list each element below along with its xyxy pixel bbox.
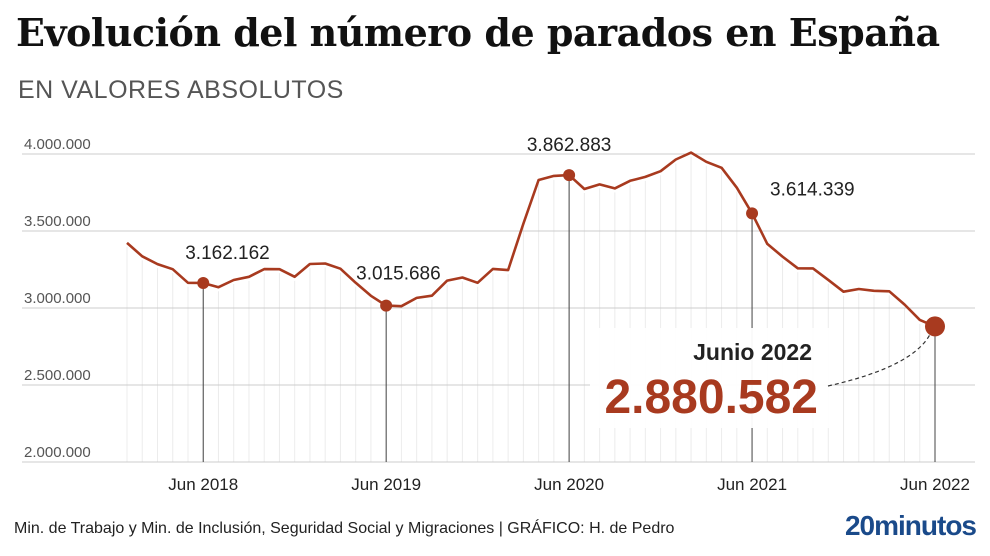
data-point <box>380 299 393 312</box>
data-point <box>197 277 210 290</box>
point-value-label: 3.015.686 <box>356 264 441 285</box>
point-value-label: 3.162.162 <box>185 243 270 264</box>
y-tick-label: 3.500.000 <box>24 213 91 230</box>
x-tick-label: Jun 2021 <box>717 475 787 494</box>
callout-date-label: Junio 2022 <box>693 339 812 365</box>
data-point <box>563 169 576 182</box>
series-line <box>126 151 936 328</box>
source-note: Min. de Trabajo y Min. de Inclusión, Seg… <box>14 520 675 537</box>
x-tick-label: Jun 2020 <box>534 475 604 494</box>
callout-value-label: 2.880.582 <box>604 371 818 424</box>
chart-subtitle: EN VALORES ABSOLUTOS <box>18 76 344 104</box>
x-tick-label: Jun 2019 <box>351 475 421 494</box>
y-tick-label: 2.000.000 <box>24 444 91 461</box>
x-tick-label: Jun 2018 <box>168 475 238 494</box>
callout-background <box>590 328 830 428</box>
chart-title: Evolución del número de parados en Españ… <box>16 10 940 55</box>
data-point <box>746 207 759 220</box>
point-value-label: 3.614.339 <box>770 179 855 200</box>
x-tick-label: Jun 2022 <box>900 475 970 494</box>
highlight-point <box>925 316 945 337</box>
brand-logo: 20minutos <box>844 510 977 541</box>
callout-connector <box>827 332 932 387</box>
point-value-label: 3.862.883 <box>527 135 612 156</box>
y-tick-label: 2.500.000 <box>24 367 91 384</box>
y-tick-label: 3.000.000 <box>24 290 91 307</box>
line-chart: 4.000.000 3.500.000 3.000.000 2.500.000 2.00… <box>22 135 975 494</box>
y-tick-label: 4.000.000 <box>24 136 91 153</box>
